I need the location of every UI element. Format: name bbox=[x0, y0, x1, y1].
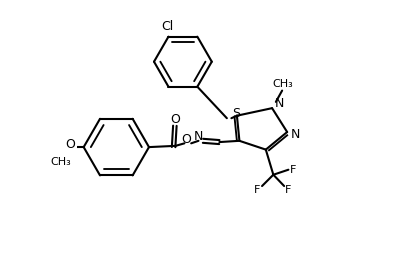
Text: Cl: Cl bbox=[161, 20, 173, 33]
Text: F: F bbox=[290, 165, 296, 175]
Text: F: F bbox=[253, 185, 260, 195]
Text: O: O bbox=[170, 113, 179, 126]
Text: N: N bbox=[275, 97, 284, 110]
Text: F: F bbox=[285, 185, 291, 195]
Text: S: S bbox=[232, 107, 240, 120]
Text: CH₃: CH₃ bbox=[51, 157, 71, 167]
Text: N: N bbox=[290, 128, 300, 141]
Text: N: N bbox=[193, 130, 202, 143]
Text: O: O bbox=[181, 133, 191, 146]
Text: CH₃: CH₃ bbox=[272, 79, 292, 89]
Text: O: O bbox=[66, 138, 75, 151]
